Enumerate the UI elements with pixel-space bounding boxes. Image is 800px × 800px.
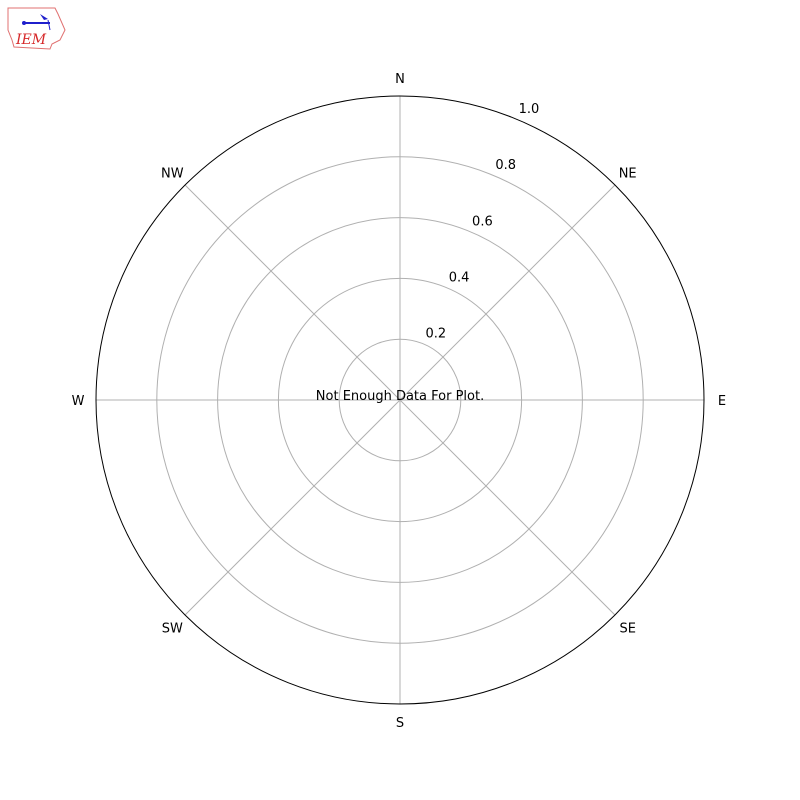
direction-label-sw: SW xyxy=(162,622,183,637)
direction-label-w: W xyxy=(72,394,85,409)
logo-text: IEM xyxy=(15,32,47,48)
direction-label-n: N xyxy=(395,72,405,87)
radial-tick-label: 0.2 xyxy=(426,327,447,342)
spoke-ne xyxy=(399,184,616,401)
spoke-sw xyxy=(184,399,401,616)
iem-logo: IEM xyxy=(7,7,66,50)
spoke-nw xyxy=(184,184,401,401)
spoke-se xyxy=(399,399,616,616)
polar-frame xyxy=(95,95,705,705)
radial-tick-label: 1.0 xyxy=(519,102,540,117)
grid-ring xyxy=(217,217,583,583)
no-data-annotation: Not Enough Data For Plot. xyxy=(316,389,484,404)
radial-tick-label: 0.4 xyxy=(449,271,470,286)
grid-ring xyxy=(156,156,644,644)
radial-tick-label: 0.6 xyxy=(472,214,493,229)
grid-ring xyxy=(338,338,462,462)
radial-tick-label: 0.8 xyxy=(495,158,516,173)
direction-label-nw: NW xyxy=(161,166,184,181)
direction-label-ne: NE xyxy=(619,166,637,181)
direction-label-se: SE xyxy=(619,622,635,637)
grid-ring xyxy=(277,277,523,523)
direction-label-s: S xyxy=(396,716,404,731)
direction-label-e: E xyxy=(718,394,726,409)
